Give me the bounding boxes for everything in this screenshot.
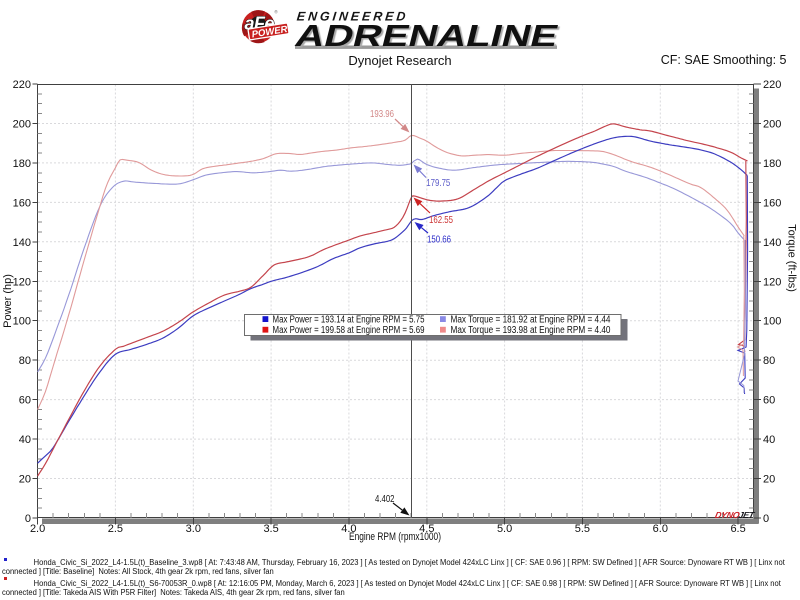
- svg-text:160: 160: [763, 197, 781, 209]
- svg-text:6.5: 6.5: [730, 523, 745, 535]
- svg-text:60: 60: [19, 395, 31, 407]
- svg-text:DYNO: DYNO: [714, 510, 741, 520]
- svg-text:162.55: 162.55: [429, 214, 453, 226]
- svg-text:Max Torque = 181.92 at Engine: Max Torque = 181.92 at Engine RPM = 4.44: [451, 314, 611, 325]
- svg-text:20: 20: [19, 474, 31, 486]
- svg-text:2.0: 2.0: [30, 523, 45, 535]
- svg-text:100: 100: [13, 316, 31, 328]
- svg-text:4.0: 4.0: [341, 523, 356, 535]
- svg-text:40: 40: [763, 434, 775, 446]
- svg-text:2.5: 2.5: [108, 523, 123, 535]
- svg-text:220: 220: [13, 79, 31, 91]
- svg-text:20: 20: [763, 474, 775, 486]
- svg-text:80: 80: [19, 355, 31, 367]
- svg-text:150.66: 150.66: [427, 234, 451, 246]
- svg-text:220: 220: [763, 79, 781, 91]
- svg-text:4.5: 4.5: [419, 523, 434, 535]
- svg-text:160: 160: [13, 197, 31, 209]
- svg-text:80: 80: [763, 355, 775, 367]
- svg-text:ENGINEERED: ENGINEERED: [296, 10, 409, 24]
- svg-text:140: 140: [763, 237, 781, 249]
- svg-text:Max Torque = 193.98 at Engine: Max Torque = 193.98 at Engine RPM = 4.40: [451, 325, 611, 336]
- svg-text:100: 100: [763, 316, 781, 328]
- svg-text:Max Power = 199.58 at Engine R: Max Power = 199.58 at Engine RPM = 5.69: [273, 325, 425, 336]
- svg-text:JET: JET: [738, 510, 757, 520]
- svg-text:180: 180: [13, 158, 31, 170]
- svg-text:0: 0: [25, 513, 31, 525]
- svg-text:40: 40: [19, 434, 31, 446]
- svg-text:200: 200: [763, 119, 781, 131]
- svg-text:120: 120: [763, 276, 781, 288]
- svg-text:180: 180: [763, 158, 781, 170]
- svg-text:200: 200: [13, 119, 31, 131]
- svg-text:ADRENALINE: ADRENALINE: [292, 18, 562, 53]
- svg-text:Torque (ft-lbs): Torque (ft-lbs): [786, 224, 798, 292]
- svg-text:6.0: 6.0: [653, 523, 668, 535]
- svg-text:4.402: 4.402: [375, 493, 395, 505]
- svg-text:120: 120: [13, 276, 31, 288]
- svg-text:60: 60: [763, 395, 775, 407]
- svg-text:5.5: 5.5: [575, 523, 590, 535]
- svg-text:Engine RPM (rpmx1000): Engine RPM (rpmx1000): [349, 531, 441, 543]
- svg-text:Max Power = 193.14 at Engine R: Max Power = 193.14 at Engine RPM = 5.75: [273, 314, 425, 325]
- svg-text:179.75: 179.75: [426, 177, 450, 189]
- svg-text:3.0: 3.0: [186, 523, 201, 535]
- svg-text:0: 0: [763, 513, 769, 525]
- svg-text:Power (hp): Power (hp): [2, 274, 14, 328]
- svg-text:®: ®: [275, 10, 279, 15]
- svg-text:193.96: 193.96: [370, 108, 394, 120]
- svg-text:5.0: 5.0: [497, 523, 512, 535]
- svg-text:3.5: 3.5: [263, 523, 278, 535]
- svg-text:140: 140: [13, 237, 31, 249]
